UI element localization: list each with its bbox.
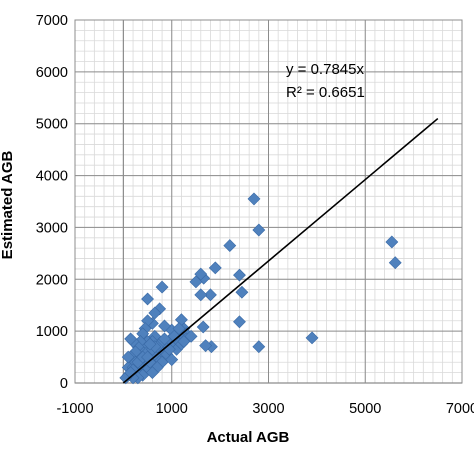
y-tick-label: 4000 (36, 169, 68, 185)
trendline (122, 117, 439, 384)
x-tick-label: -1000 (56, 401, 93, 417)
equation-label: y = 0.7845x (286, 61, 364, 78)
data-point (141, 292, 154, 306)
plot-area (74, 19, 463, 384)
data-point (165, 353, 179, 367)
data-point (196, 320, 210, 334)
y-axis-title: Estimated AGB (0, 151, 16, 260)
data-point (167, 329, 181, 343)
data-point (184, 329, 198, 343)
data-point (233, 315, 246, 329)
data-point (223, 239, 237, 253)
x-tick-label: 3000 (252, 401, 284, 417)
data-point (143, 337, 157, 351)
r-squared-label: R² = 0.6651 (286, 84, 365, 101)
data-point (148, 306, 162, 320)
data-point (145, 366, 159, 380)
data-point (208, 261, 222, 275)
tick-labels: -1000 1000 3000 5000 7000 0 1000 2000 3000 4000 50… (36, 13, 474, 417)
trendline-line (122, 117, 439, 384)
data-point (252, 223, 266, 237)
data-point (158, 319, 171, 333)
data-point (204, 288, 217, 302)
x-axis-title: Actual AGB (207, 429, 290, 446)
data-point (177, 335, 191, 348)
y-tick-label: 5000 (36, 117, 68, 133)
data-point (194, 267, 208, 281)
data-point (124, 366, 138, 380)
grid-lines (74, 19, 463, 384)
y-tick-label: 7000 (36, 13, 68, 29)
data-point (233, 268, 246, 282)
data-point (199, 339, 213, 353)
data-point (247, 192, 261, 206)
y-tick-label: 2000 (36, 272, 68, 288)
y-tick-label: 3000 (36, 220, 68, 236)
data-point (124, 332, 138, 346)
data-point (194, 288, 208, 302)
data-point (252, 340, 266, 354)
y-tick-label: 6000 (36, 65, 68, 81)
data-point (305, 331, 319, 345)
data-point (385, 235, 399, 249)
y-tick-label: 1000 (36, 324, 68, 340)
data-point (189, 275, 203, 289)
x-tick-label: 7000 (446, 401, 474, 417)
data-point (121, 350, 135, 364)
data-point (155, 280, 169, 294)
x-tick-label: 1000 (156, 401, 188, 417)
data-point (172, 322, 186, 335)
data-point (235, 285, 249, 299)
x-tick-label: 5000 (349, 401, 381, 417)
data-point (388, 256, 402, 270)
y-tick-label: 0 (60, 376, 68, 392)
